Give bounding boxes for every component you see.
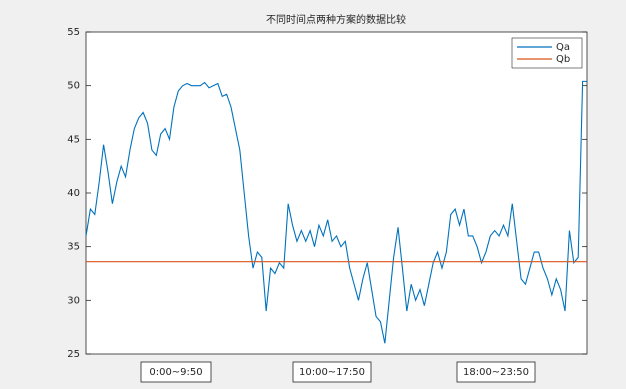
y-tick-label: 50 <box>67 81 80 92</box>
annotation-box <box>292 361 372 383</box>
plot-area <box>85 31 588 355</box>
y-tick-label: 25 <box>67 349 80 360</box>
legend-label: Qa <box>556 42 570 53</box>
annotation-box <box>140 361 212 383</box>
y-tick-label: 55 <box>67 27 80 38</box>
y-tick-label: 40 <box>67 188 80 199</box>
y-tick-label: 35 <box>67 242 80 253</box>
chart-title: 不同时间点两种方案的数据比较 <box>266 13 406 26</box>
annotation: 10:00~17:50 <box>299 367 365 378</box>
y-tick-label: 30 <box>67 295 80 306</box>
legend-label: Qb <box>556 54 570 65</box>
annotation: 0:00~9:50 <box>149 367 202 378</box>
y-tick-label: 45 <box>67 134 80 145</box>
annotation-box <box>456 361 536 383</box>
data-line <box>85 80 587 344</box>
legend-box <box>511 37 583 69</box>
annotation: 18:00~23:50 <box>463 367 529 378</box>
